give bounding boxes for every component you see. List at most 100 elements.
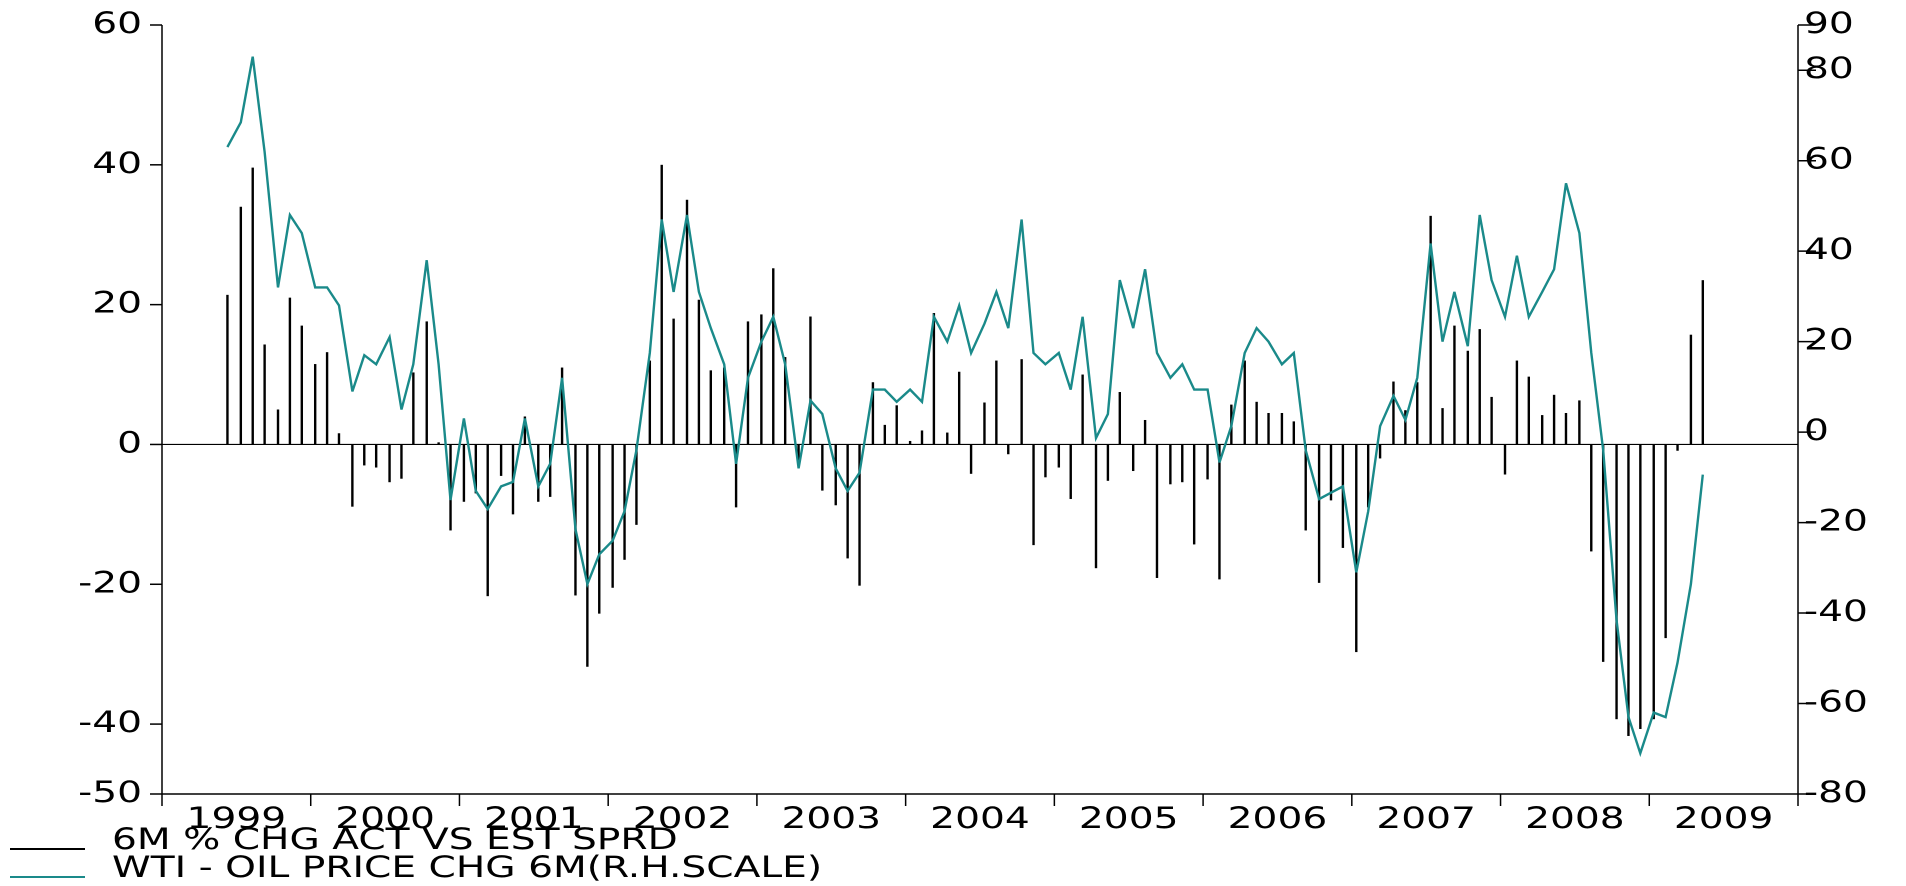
bar <box>1292 421 1296 445</box>
bar <box>598 444 601 614</box>
bar <box>1627 444 1630 736</box>
bar <box>1404 410 1407 445</box>
bar <box>834 444 837 506</box>
bar <box>1304 444 1307 531</box>
x-tick-label: 2009 <box>1674 802 1774 836</box>
bar <box>672 318 675 445</box>
bar <box>883 424 887 445</box>
bar <box>709 370 713 445</box>
bar <box>1701 280 1705 445</box>
bar <box>1069 444 1072 499</box>
x-tick-label: 2005 <box>1079 802 1179 836</box>
bar <box>1578 400 1581 445</box>
bar <box>1639 444 1642 729</box>
bar <box>1590 444 1593 552</box>
bar <box>1206 444 1209 480</box>
bar <box>1652 444 1655 720</box>
bar <box>1106 444 1110 481</box>
bar <box>858 444 861 586</box>
bar <box>1689 334 1693 445</box>
bar <box>1255 401 1258 445</box>
bar <box>1280 412 1284 445</box>
y-tick-label: 20 <box>92 287 142 321</box>
bar <box>412 372 415 445</box>
y2-tick-label: 80 <box>1804 52 1854 86</box>
bar <box>1044 444 1047 478</box>
bar <box>1392 381 1395 445</box>
bar <box>1181 444 1184 483</box>
bar <box>1020 359 1023 445</box>
bar <box>760 314 763 445</box>
y2-tick-label: 40 <box>1804 233 1854 267</box>
bar <box>313 364 317 445</box>
bar <box>1131 444 1135 472</box>
bar <box>548 444 552 497</box>
y2-tick-label: -20 <box>1804 504 1868 538</box>
bar <box>1453 325 1456 445</box>
bar <box>1429 215 1432 445</box>
y2-tick-label: -60 <box>1804 685 1868 719</box>
bar <box>1515 360 1519 445</box>
bar <box>425 321 428 445</box>
bar <box>388 444 391 483</box>
bar <box>635 444 638 525</box>
bar <box>697 299 701 445</box>
x-tick-label: 2007 <box>1376 802 1476 836</box>
bar <box>1057 444 1061 468</box>
bar <box>772 268 775 445</box>
bar <box>337 433 341 445</box>
bar <box>537 444 540 502</box>
bar <box>474 444 478 494</box>
bar <box>1564 412 1568 445</box>
bar <box>611 444 614 588</box>
y2-tick-label: -40 <box>1804 595 1868 629</box>
bar <box>1490 396 1493 445</box>
y2-tick-label: 0 <box>1804 414 1829 448</box>
bar <box>325 352 329 445</box>
bar <box>363 444 366 466</box>
bar <box>1441 408 1444 445</box>
bar <box>1329 444 1333 501</box>
y-tick-label: 40 <box>92 147 142 181</box>
bar <box>1416 382 1419 445</box>
bar <box>1552 394 1556 445</box>
bar <box>1664 444 1667 639</box>
bar <box>499 444 503 476</box>
bar <box>1503 444 1507 475</box>
bar <box>648 360 652 445</box>
bar <box>1155 444 1159 578</box>
bar <box>1192 444 1196 545</box>
x-tick-label: 2003 <box>781 802 881 836</box>
legend-label: WTI - OIL PRICE CHG 6M(R.H.SCALE) <box>112 851 822 882</box>
bar <box>1169 444 1172 485</box>
x-tick-label: 2001 <box>484 802 584 836</box>
x-tick-label: 2006 <box>1228 802 1328 836</box>
bar <box>1540 415 1544 445</box>
bar <box>983 402 986 445</box>
bar <box>437 442 440 445</box>
y-tick-label: 0 <box>117 426 142 460</box>
bar <box>1615 444 1618 720</box>
bar <box>783 357 787 445</box>
bar <box>1478 329 1481 445</box>
bar <box>1355 444 1358 653</box>
y-tick-label: -50 <box>78 776 142 810</box>
y-tick-label: -20 <box>78 566 142 600</box>
bar <box>969 444 973 474</box>
bar <box>1081 374 1084 445</box>
x-tick-label: 2002 <box>633 802 733 836</box>
bar <box>1317 444 1321 583</box>
x-tick-label: 2000 <box>335 802 435 836</box>
y-tick-label: 60 <box>92 7 142 41</box>
bar <box>1527 376 1531 445</box>
bar <box>1466 350 1470 445</box>
x-tick-label: 2004 <box>930 802 1030 836</box>
bar <box>722 367 726 445</box>
bar <box>734 444 738 508</box>
bar <box>1676 444 1679 451</box>
y2-tick-label: 60 <box>1804 143 1854 177</box>
bar <box>846 444 849 559</box>
bar <box>908 440 912 445</box>
y2-tick-label: 20 <box>1804 324 1854 358</box>
